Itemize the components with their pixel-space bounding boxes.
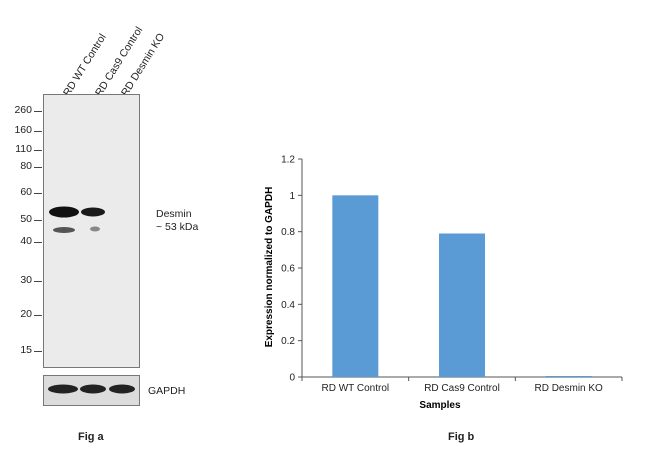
y-tick-label: 0 [289, 373, 295, 384]
desmin-band-lane-1 [49, 206, 79, 218]
marker-tick [34, 220, 42, 221]
lower-band-lane-1 [53, 227, 75, 233]
marker-80: 80 [20, 160, 32, 172]
marker-260: 260 [14, 104, 32, 116]
fig-b-caption: Fig b [448, 431, 475, 443]
marker-50: 50 [20, 213, 32, 225]
bar [439, 233, 485, 377]
y-tick-label: 0.6 [281, 264, 295, 275]
lower-band-lane-2 [90, 226, 100, 232]
marker-60: 60 [20, 186, 32, 198]
bars [332, 195, 592, 377]
blot-membrane [43, 94, 140, 368]
marker-110: 110 [15, 143, 32, 155]
marker-tick [34, 150, 42, 151]
blot-bands [49, 206, 105, 233]
marker-tick [34, 315, 42, 316]
marker-40: 40 [20, 235, 32, 247]
marker-15: 15 [20, 344, 32, 356]
y-tick-label: 0.2 [281, 336, 295, 347]
gapdh-bands [48, 384, 135, 394]
fig-a-caption: Fig a [78, 431, 104, 443]
y-axis-label: Expression normalized to GAPDH [264, 187, 275, 348]
x-axis-label: Samples [419, 400, 461, 411]
marker-tick [34, 167, 42, 168]
marker-20: 20 [20, 308, 32, 320]
marker-tick [34, 111, 42, 112]
gapdh-band-lane-3 [109, 384, 135, 394]
marker-tick [34, 131, 42, 132]
y-axis: 0 0.2 0.4 0.6 0.8 1 1.2 [281, 155, 303, 384]
y-tick-label: 1 [289, 191, 295, 202]
gapdh-band-lane-2 [80, 384, 106, 394]
y-tick-label: 0.4 [281, 300, 295, 311]
desmin-size-label: ~ 53 kDa [156, 221, 199, 233]
marker-30: 30 [20, 274, 32, 286]
marker-tick [34, 242, 42, 243]
bar [545, 376, 592, 377]
gapdh-band-lane-1 [48, 384, 78, 394]
marker-tick [34, 281, 42, 282]
gapdh-membrane [43, 375, 140, 406]
marker-tick [34, 351, 42, 352]
gapdh-label: GAPDH [148, 385, 186, 397]
y-tick-label: 0.8 [281, 227, 295, 238]
bar [332, 195, 379, 377]
desmin-band-lane-2 [81, 207, 105, 217]
marker-tick [34, 193, 42, 194]
x-tick-label: RD Desmin KO [534, 383, 603, 394]
y-tick-label: 1.2 [281, 155, 295, 166]
marker-160: 160 [14, 124, 32, 136]
x-axis: RD WT Control RD Cas9 Control RD Desmin KO [301, 376, 623, 394]
x-tick-label: RD WT Control [322, 383, 390, 394]
x-tick-label: RD Cas9 Control [424, 383, 500, 394]
desmin-label: Desmin [156, 208, 192, 220]
